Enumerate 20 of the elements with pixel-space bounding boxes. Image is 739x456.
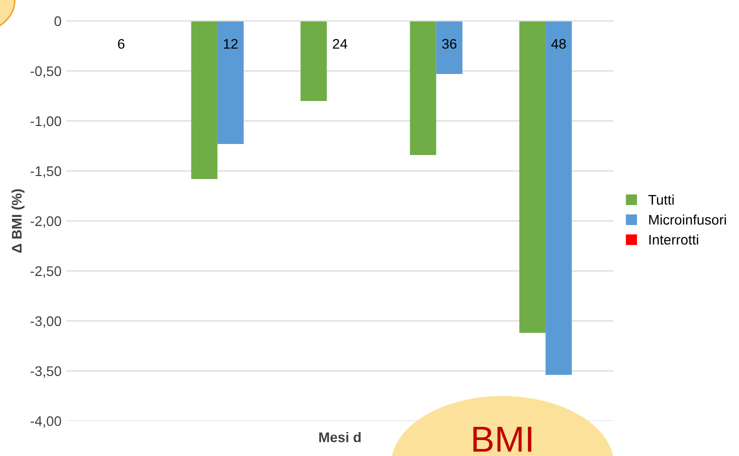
y-tick-label: -2,50 [30,266,62,278]
text: BMI [473,426,532,452]
legend-label: Tutti [648,194,674,205]
x-tick-label: 36 [442,38,456,49]
y-tick-label: -3,00 [30,316,62,328]
y-tick-label: -4,00 [30,416,62,428]
y-tick-label: -1,50 [30,166,62,178]
legend-label: Microinfusori [649,214,726,225]
y-tick-label: -3,50 [30,366,62,378]
x-tick-label: 12 [224,38,238,49]
y-tick-label: -1,00 [30,116,62,128]
y-tick-label: -0,50 [30,66,62,78]
legend-label: Interrotti [649,234,698,245]
x-tick-label: 48 [551,38,566,49]
x-axis-title: Mesi d [319,432,361,442]
x-tick-label: 24 [332,38,348,49]
y-tick-label: 0 [54,16,62,26]
y-axis-title: Δ BMI (%) [11,189,24,253]
x-tick-label: 6 [118,38,124,49]
y-tick-label: -2,00 [30,216,62,228]
